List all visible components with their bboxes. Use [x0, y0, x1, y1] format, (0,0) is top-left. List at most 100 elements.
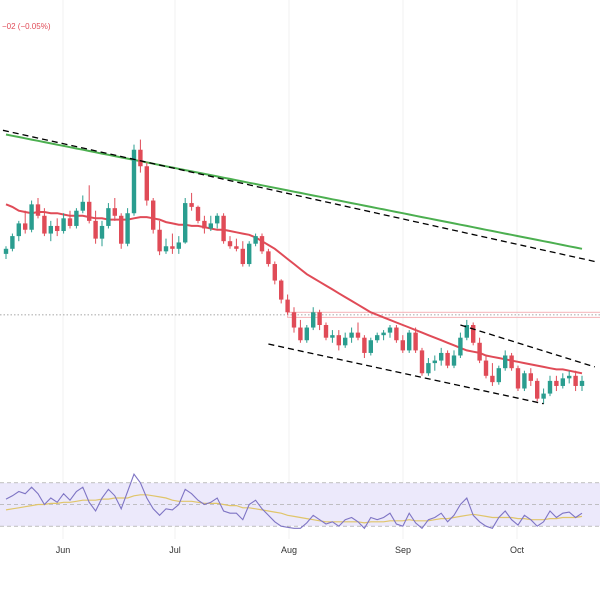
- candle-body: [579, 380, 585, 386]
- candle: [381, 330, 386, 341]
- candle-body: [183, 203, 188, 243]
- candle: [445, 350, 450, 369]
- candle: [503, 350, 508, 371]
- candle-body: [298, 327, 303, 341]
- candle: [176, 236, 181, 254]
- candle: [35, 198, 41, 219]
- candle-body: [458, 337, 463, 356]
- candle-body: [304, 327, 309, 341]
- candle-body: [317, 312, 322, 325]
- candle: [394, 325, 399, 343]
- candle-body: [413, 332, 418, 351]
- candle: [253, 233, 258, 247]
- candle-body: [125, 213, 130, 244]
- candle: [10, 233, 15, 252]
- candle-body: [400, 340, 405, 351]
- candle: [259, 233, 265, 254]
- candle: [23, 210, 28, 234]
- candle: [93, 210, 98, 244]
- candle-body: [157, 229, 162, 252]
- candle-body: [432, 360, 437, 364]
- candle: [291, 307, 297, 333]
- candle-body: [387, 327, 393, 333]
- candle: [247, 241, 252, 267]
- candle-body: [23, 223, 28, 230]
- candle-body: [330, 335, 335, 338]
- candle-body: [74, 210, 79, 226]
- candle-body: [291, 312, 297, 328]
- candle-body: [336, 335, 341, 346]
- candle-body: [515, 368, 521, 389]
- candle-body: [471, 325, 476, 343]
- candle-body: [48, 225, 53, 234]
- candle: [3, 246, 9, 259]
- candle-body: [567, 375, 572, 379]
- candle: [227, 236, 233, 249]
- candle: [170, 233, 175, 254]
- candle-body: [93, 220, 98, 239]
- candle-body: [368, 340, 373, 353]
- candle-body: [503, 355, 508, 369]
- candle: [42, 208, 47, 237]
- candle-body: [464, 325, 469, 338]
- candle-body: [279, 280, 284, 300]
- x-tick-label: Sep: [395, 545, 411, 555]
- candle: [560, 373, 565, 389]
- candle: [80, 195, 85, 214]
- candle-body: [394, 327, 399, 341]
- trendline: [0, 128, 595, 263]
- candle: [355, 322, 361, 341]
- candle: [547, 375, 553, 397]
- candle-body: [522, 373, 527, 389]
- candle-body: [419, 350, 425, 374]
- candle-body: [451, 355, 457, 366]
- candle-body: [375, 335, 380, 341]
- candle-body: [55, 225, 60, 232]
- x-tick-label: Aug: [281, 545, 297, 555]
- candle-body: [247, 243, 252, 265]
- candle-body: [67, 218, 73, 226]
- candle-body: [234, 246, 239, 249]
- candle: [528, 368, 533, 386]
- candle-body: [151, 200, 156, 230]
- candle-body: [547, 380, 553, 394]
- candle: [573, 370, 578, 392]
- candle: [285, 294, 290, 315]
- candle-body: [343, 337, 348, 346]
- candle-body: [362, 337, 367, 353]
- candle: [131, 144, 137, 216]
- candle: [477, 337, 482, 364]
- candle: [464, 319, 469, 341]
- candle-body: [99, 225, 105, 239]
- grid: [62, 0, 518, 539]
- candle: [458, 332, 463, 359]
- candle-body: [535, 380, 540, 399]
- moving-averages: [5, 133, 583, 375]
- candle: [304, 325, 309, 343]
- candle-body: [259, 236, 265, 252]
- candle-body: [202, 220, 207, 229]
- candle-body: [407, 332, 412, 351]
- candle-body: [3, 248, 9, 254]
- candle-body: [215, 215, 220, 224]
- candle: [298, 319, 303, 343]
- candle: [336, 330, 341, 351]
- candle: [330, 330, 335, 343]
- x-tick-label: Jul: [169, 545, 181, 555]
- candle-body: [490, 375, 495, 383]
- x-tick-label: Oct: [510, 545, 525, 555]
- candle: [362, 335, 367, 359]
- candle-body: [227, 241, 233, 247]
- candle-body: [189, 203, 194, 207]
- sma-slow-line: [5, 133, 583, 250]
- candle: [349, 327, 354, 343]
- candle-body: [554, 380, 559, 386]
- candle: [112, 198, 117, 221]
- candle-body: [144, 166, 149, 201]
- candle-body: [355, 332, 361, 338]
- candle-body: [138, 149, 143, 167]
- candle: [419, 347, 425, 376]
- candle-body: [131, 149, 137, 214]
- candle: [317, 309, 322, 331]
- candle-body: [349, 332, 354, 338]
